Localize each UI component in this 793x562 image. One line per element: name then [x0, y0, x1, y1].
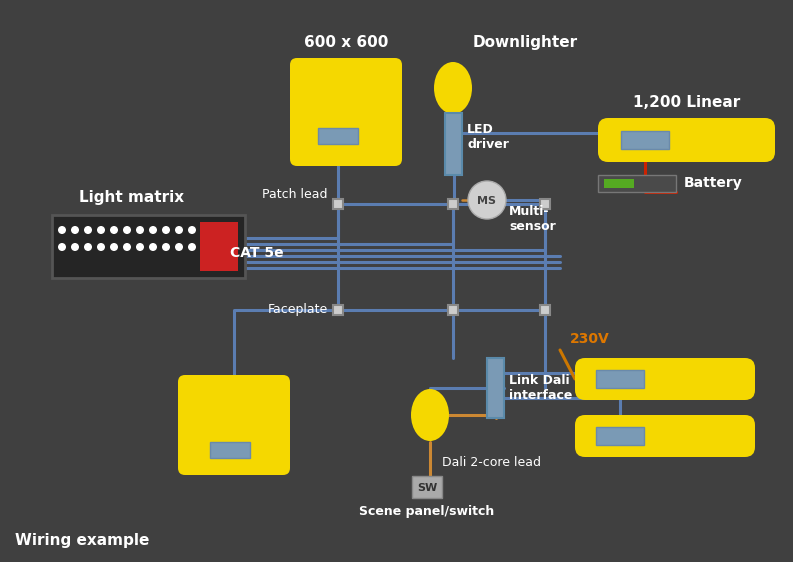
Text: 230V: 230V: [570, 332, 610, 346]
Circle shape: [188, 243, 196, 251]
Text: 600 x 600: 600 x 600: [304, 35, 389, 50]
Bar: [210, 442, 250, 458]
Circle shape: [97, 226, 105, 234]
Bar: [596, 427, 644, 445]
Circle shape: [71, 226, 79, 234]
FancyBboxPatch shape: [575, 415, 755, 457]
Circle shape: [58, 243, 66, 251]
Bar: [604, 179, 634, 188]
Text: CAT 5e: CAT 5e: [230, 246, 284, 260]
FancyBboxPatch shape: [290, 58, 402, 166]
Text: 1,200 Linear: 1,200 Linear: [633, 95, 740, 110]
Bar: [318, 128, 358, 144]
Circle shape: [162, 226, 170, 234]
Ellipse shape: [434, 62, 472, 114]
Circle shape: [175, 226, 183, 234]
Circle shape: [84, 226, 92, 234]
Bar: [412, 476, 442, 498]
Text: Faceplate: Faceplate: [268, 303, 328, 316]
Circle shape: [468, 181, 506, 219]
Text: Dali 2-core lead: Dali 2-core lead: [442, 455, 542, 469]
Circle shape: [84, 243, 92, 251]
Circle shape: [188, 226, 196, 234]
Ellipse shape: [411, 389, 449, 441]
Circle shape: [110, 226, 118, 234]
Bar: [621, 131, 669, 149]
Bar: [598, 175, 676, 192]
Circle shape: [175, 243, 183, 251]
FancyBboxPatch shape: [178, 375, 290, 475]
Bar: [445, 113, 462, 175]
Text: Battery: Battery: [684, 176, 743, 191]
Text: Multi-
sensor: Multi- sensor: [509, 205, 556, 233]
Circle shape: [136, 226, 144, 234]
Circle shape: [58, 226, 66, 234]
Text: LED
driver: LED driver: [467, 123, 509, 151]
Text: MS: MS: [477, 196, 496, 206]
Circle shape: [123, 243, 131, 251]
Bar: [596, 370, 644, 388]
Bar: [448, 305, 458, 315]
Bar: [540, 305, 550, 315]
Circle shape: [149, 243, 157, 251]
Circle shape: [123, 226, 131, 234]
FancyBboxPatch shape: [598, 118, 775, 162]
FancyBboxPatch shape: [575, 358, 755, 400]
Bar: [52, 215, 245, 278]
Text: Wiring example: Wiring example: [15, 533, 149, 548]
Circle shape: [110, 243, 118, 251]
Bar: [487, 358, 504, 418]
Circle shape: [97, 243, 105, 251]
Circle shape: [71, 243, 79, 251]
Text: Light matrix: Light matrix: [79, 190, 185, 205]
Circle shape: [162, 243, 170, 251]
Bar: [448, 199, 458, 209]
Bar: [200, 222, 238, 271]
Text: Downlighter: Downlighter: [473, 35, 578, 50]
Bar: [540, 199, 550, 209]
Circle shape: [136, 243, 144, 251]
Circle shape: [149, 226, 157, 234]
Text: SW: SW: [417, 483, 437, 493]
Bar: [333, 199, 343, 209]
Text: Scene panel/switch: Scene panel/switch: [359, 505, 495, 518]
Bar: [333, 305, 343, 315]
Text: Link Dali
interface: Link Dali interface: [509, 374, 573, 402]
Text: Patch lead: Patch lead: [262, 188, 328, 201]
